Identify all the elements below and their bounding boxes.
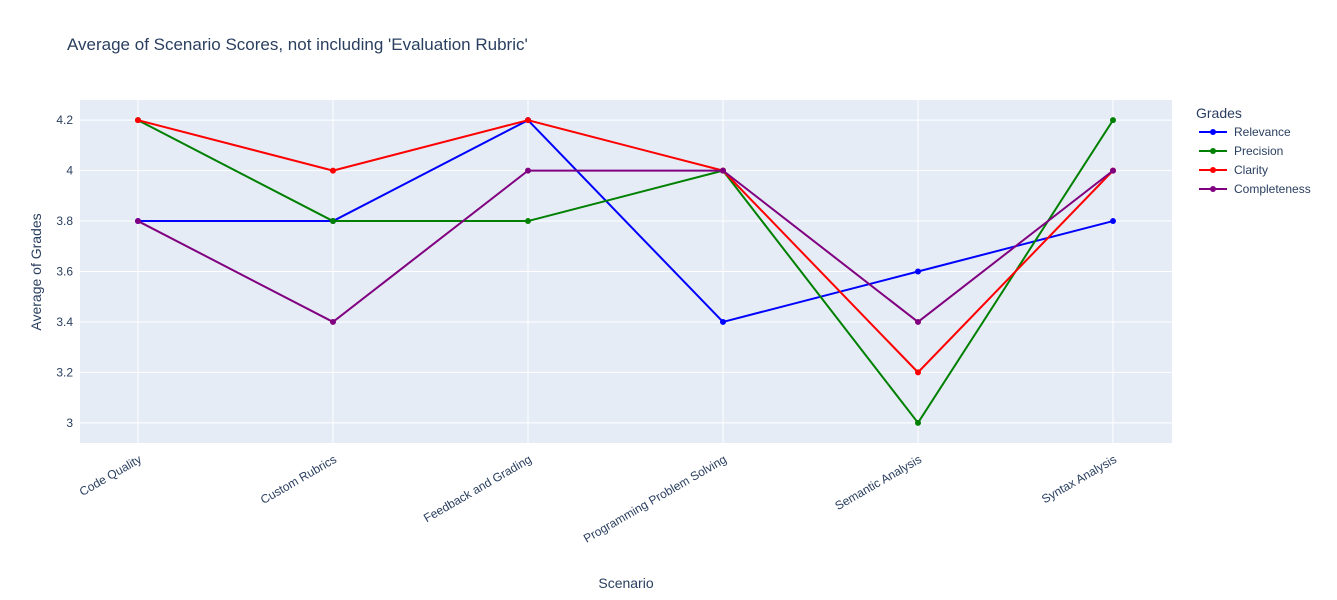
y-tick-label: 3.8 (56, 214, 73, 228)
gridlines (80, 100, 1172, 443)
data-point-precision (525, 218, 531, 225)
chart-title: Average of Scenario Scores, not includin… (67, 35, 528, 54)
x-axis-ticks: Code Quality Custom Rubrics Feedback and G… (77, 452, 1119, 545)
x-tick-label: Syntax Analysis (1039, 452, 1119, 506)
series-lines (135, 117, 1116, 426)
x-tick-label: Custom Rubrics (258, 452, 339, 507)
y-axis-title: Average of Grades (28, 213, 44, 330)
legend-label: Clarity (1234, 163, 1268, 177)
x-tick-label: Programming Problem Solving (581, 452, 729, 545)
data-point-completeness (135, 218, 141, 225)
legend-label: Precision (1234, 144, 1283, 158)
series-line-relevance (138, 119, 1114, 323)
y-tick-label: 3.2 (56, 365, 73, 379)
legend-marker (1210, 167, 1216, 173)
data-point-precision (915, 419, 921, 426)
data-point-completeness (720, 167, 726, 174)
series-line-clarity (137, 119, 1114, 374)
legend: Grades Relevance Precision Clarity Complete… (1196, 105, 1311, 196)
x-tick-label: Semantic Analysis (833, 452, 924, 513)
x-tick-label: Code Quality (77, 452, 144, 499)
y-tick-label: 4.2 (56, 113, 73, 127)
x-axis-title: Scenario (598, 575, 653, 591)
legend-label: Completeness (1234, 182, 1311, 196)
y-tick-label: 3 (66, 416, 73, 430)
data-point-completeness (915, 318, 921, 325)
data-point-clarity (135, 117, 141, 124)
data-point-precision (1110, 117, 1116, 124)
data-point-clarity (915, 369, 921, 376)
legend-marker (1210, 186, 1216, 192)
legend-title: Grades (1196, 105, 1242, 121)
legend-label: Relevance (1234, 125, 1291, 139)
series-line-completeness (137, 169, 1114, 323)
data-point-completeness (1110, 167, 1116, 174)
data-point-completeness (330, 318, 336, 325)
series-line-precision (137, 119, 1114, 424)
data-point-relevance (1110, 218, 1116, 225)
legend-marker (1210, 129, 1216, 135)
y-axis-ticks: 3 3.2 3.4 3.6 3.8 4 4.2 (56, 113, 73, 430)
data-point-clarity (330, 167, 336, 174)
y-tick-label: 3.4 (56, 315, 73, 329)
x-tick-label: Feedback and Grading (421, 452, 534, 525)
data-point-precision (330, 218, 336, 225)
data-point-completeness (525, 167, 531, 174)
legend-marker (1210, 148, 1216, 154)
data-point-relevance (915, 268, 921, 275)
y-tick-label: 3.6 (56, 265, 73, 279)
data-point-relevance (720, 318, 726, 325)
y-tick-label: 4 (66, 164, 73, 178)
data-point-clarity (525, 117, 531, 124)
